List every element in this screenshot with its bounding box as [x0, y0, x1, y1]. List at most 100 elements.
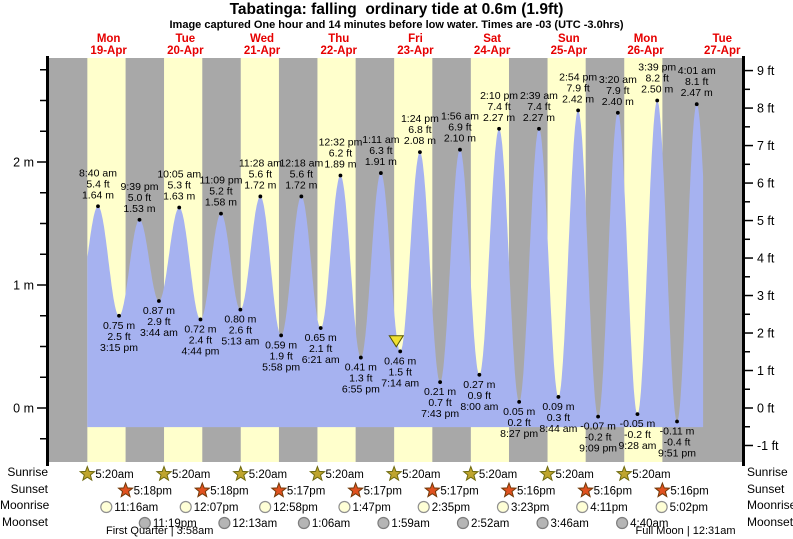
right-axis-tick: [745, 69, 753, 72]
low-tide-label-line: -0.11 m: [660, 426, 695, 438]
moonset-time: 1:06am: [312, 518, 350, 530]
high-tide-label-line: 7.9 ft: [606, 85, 629, 97]
moonset-icon: [218, 516, 231, 530]
low-tide-dot: [556, 395, 561, 399]
tide-curve-area: [87, 100, 704, 428]
low-tide-label-line: 3:44 am: [140, 327, 178, 339]
sunset-star-icon: [270, 481, 288, 498]
day-name-label: Tue: [176, 33, 196, 45]
day-date-label: 25-Apr: [551, 45, 588, 57]
high-tide-dot: [137, 217, 142, 222]
low-tide-label-line: 5:58 pm: [262, 361, 300, 373]
moonrise-icon: [179, 500, 192, 514]
moonrise-time: 12:07pm: [194, 502, 239, 514]
high-tide-label-line: 7.9 ft: [566, 82, 589, 94]
moonrise-time: 12:58pm: [273, 502, 318, 514]
high-tide-dot: [258, 194, 263, 199]
high-tide-label-line: 1:11 am: [362, 134, 399, 146]
low-tide-label-line: 0.72 m: [184, 323, 216, 335]
moonrise-time: 1:47pm: [352, 502, 390, 514]
high-tide-label-line: 9:39 pm: [121, 181, 159, 193]
low-tide-dot: [157, 299, 161, 303]
right-axis-line: [742, 56, 745, 466]
low-tide-label-line: 0.21 m: [424, 386, 456, 398]
low-tide-label-line: 6:55 pm: [342, 384, 380, 396]
low-tide-label-line: 0.41 m: [345, 362, 377, 374]
low-tide-dot: [477, 372, 482, 377]
low-tide-label-line: -0.4 ft: [664, 437, 691, 449]
sunset-time: 5:16pm: [517, 486, 555, 498]
sunrise-time: 5:20am: [479, 469, 517, 481]
low-tide-label-line: -0.2 ft: [585, 432, 612, 444]
right-axis-tick: [745, 182, 753, 184]
left-axis-tick: [40, 376, 46, 378]
low-tide-label-line: 0.80 m: [224, 314, 256, 326]
high-tide-label-line: 5.6 ft: [249, 168, 272, 180]
low-tide-label-line: 9:28 am: [618, 440, 656, 452]
low-tide-label-line: 1.9 ft: [269, 350, 292, 362]
high-tide-label-line: 1.72 m: [285, 179, 317, 191]
right-axis-tick: [745, 294, 753, 297]
high-tide-label-line: 3:20 am: [599, 74, 637, 86]
left-axis-tick: [40, 253, 46, 255]
low-tide-label-line: 5:13 am: [221, 336, 259, 348]
right-axis-tick: [745, 444, 753, 447]
low-tide-label-line: 0.65 m: [305, 332, 337, 344]
day-name-label: Fri: [408, 33, 423, 45]
sunrise-star-icon: [155, 465, 173, 482]
low-tide-label-line: 2.5 ft: [107, 331, 130, 343]
right-axis-tick-label: 2 ft: [757, 327, 775, 341]
low-tide-label-line: -0.07 m: [580, 421, 616, 433]
sunset-time: 5:17pm: [287, 486, 325, 498]
sunrise-row-label-right: Sunrise: [747, 465, 788, 479]
high-tide-dot: [96, 204, 100, 209]
high-tide-label-line: 8.1 ft: [685, 76, 708, 88]
high-tide-label-line: 6.3 ft: [369, 145, 392, 157]
right-axis-tick: [745, 388, 750, 391]
sunrise-star-icon: [462, 465, 480, 482]
high-tide-dot: [177, 205, 182, 210]
low-tide-dot: [635, 412, 640, 417]
high-tide-dot: [537, 126, 541, 131]
sunset-time: 5:18pm: [134, 486, 172, 498]
sunrise-star-icon: [308, 465, 326, 482]
high-tide-dot: [378, 171, 383, 175]
high-tide-label-line: 2:10 pm: [480, 90, 518, 102]
high-tide-label-line: 5.4 ft: [86, 178, 109, 190]
right-axis-tick: [745, 332, 753, 334]
right-axis-tick: [745, 163, 750, 166]
low-tide-label-line: 0.09 m: [542, 401, 574, 413]
left-axis-tick: [40, 438, 46, 440]
low-tide-label-line: 0.3 ft: [547, 412, 570, 424]
low-tide-label-line: 0.59 m: [265, 339, 297, 351]
high-tide-label-line: 2.08 m: [404, 135, 436, 147]
low-tide-label-line: 0.75 m: [103, 320, 135, 332]
low-tide-label-line: 3:15 pm: [100, 342, 138, 354]
day-date-label: 22-Apr: [321, 45, 358, 57]
high-tide-label-line: 5.3 ft: [168, 180, 191, 192]
high-tide-label-line: 5.6 ft: [290, 168, 313, 180]
low-tide-label-line: -0.05 m: [620, 418, 656, 430]
sunset-time: 5:17pm: [440, 486, 478, 498]
moonset-icon: [297, 516, 311, 530]
left-axis-tick-label: 2 m: [13, 156, 34, 170]
high-tide-label-line: 11:09 pm: [199, 175, 242, 187]
high-tide-label-line: 8:40 am: [79, 167, 117, 179]
left-axis-tick: [40, 222, 46, 225]
day-date-label: 23-Apr: [397, 45, 434, 57]
right-axis-tick: [745, 238, 750, 241]
page-subtitle: Image captured One hour and 14 minutes b…: [169, 19, 624, 31]
high-tide-label-line: 2.50 m: [641, 84, 673, 96]
right-axis-tick-label: 0 ft: [757, 402, 775, 416]
high-tide-dot: [615, 110, 620, 115]
right-axis-tick-label: 5 ft: [757, 214, 775, 228]
day-name-label: Sat: [483, 33, 501, 45]
high-tide-label-line: 12:18 am: [279, 157, 323, 169]
sunset-star-icon: [193, 481, 211, 498]
low-tide-label-line: 2.1 ft: [309, 343, 332, 355]
moonrise-time: 5:02pm: [670, 502, 708, 514]
moonset-time: 4:40am: [630, 518, 668, 530]
low-tide-label-line: 0.87 m: [143, 305, 175, 317]
high-tide-label-line: 3:39 pm: [638, 62, 676, 74]
